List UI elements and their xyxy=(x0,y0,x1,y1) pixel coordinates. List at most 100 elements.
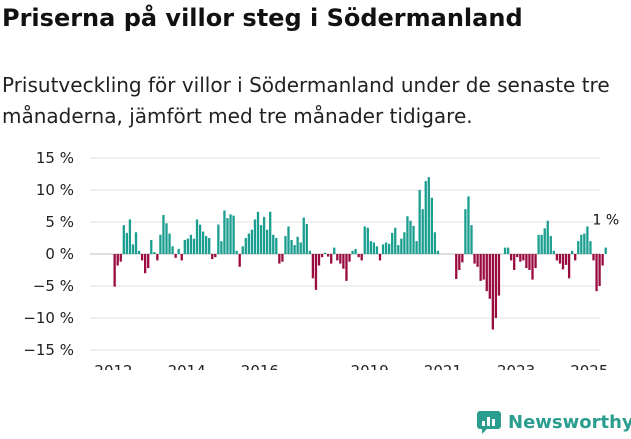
bar xyxy=(503,247,507,254)
bar xyxy=(189,234,193,254)
bar xyxy=(317,254,321,266)
bar xyxy=(241,246,244,254)
bar xyxy=(513,254,516,270)
bar xyxy=(333,247,336,254)
bar xyxy=(436,250,440,254)
bar xyxy=(256,211,260,254)
bar xyxy=(192,238,196,254)
bar xyxy=(174,254,177,258)
bar xyxy=(281,254,284,262)
bar xyxy=(278,254,281,264)
bar xyxy=(479,254,482,281)
bar xyxy=(494,254,498,318)
y-tick-label: 5 % xyxy=(45,213,74,231)
bar xyxy=(391,232,394,254)
x-tick-label: 2012 xyxy=(94,362,132,370)
newsworthy-logo: Newsworthy xyxy=(476,407,631,437)
bar xyxy=(195,219,199,254)
y-tick-label: 0 % xyxy=(45,245,74,263)
bar xyxy=(561,254,565,270)
bar xyxy=(567,254,571,279)
x-tick-label: 2016 xyxy=(241,362,279,370)
bar xyxy=(345,254,348,281)
bar xyxy=(488,254,491,299)
bar xyxy=(415,241,418,254)
bar xyxy=(168,233,171,254)
bar xyxy=(165,223,168,254)
bar xyxy=(348,254,351,262)
bar xyxy=(482,254,485,280)
bar xyxy=(223,210,226,254)
bar xyxy=(378,254,382,261)
bar xyxy=(381,244,385,254)
bar xyxy=(220,241,223,254)
bar xyxy=(177,248,180,254)
bar xyxy=(250,229,254,254)
bar xyxy=(156,254,159,261)
bar xyxy=(137,250,141,254)
bar xyxy=(229,214,232,254)
bar xyxy=(320,254,324,258)
y-tick-label: −15 % xyxy=(23,341,74,359)
bar xyxy=(598,254,601,286)
bar xyxy=(302,217,305,254)
bar xyxy=(226,218,229,254)
bar xyxy=(357,254,360,258)
bar xyxy=(128,219,132,254)
bar xyxy=(476,254,479,267)
bar xyxy=(543,228,546,254)
bar xyxy=(287,226,290,254)
bar xyxy=(269,211,272,254)
bar xyxy=(388,243,391,254)
bar xyxy=(430,197,433,254)
bar xyxy=(144,254,147,274)
bar xyxy=(351,250,354,254)
bar xyxy=(375,246,379,254)
bar xyxy=(491,254,494,330)
bar xyxy=(369,241,372,254)
bar xyxy=(470,225,473,254)
bar xyxy=(290,239,293,254)
bar xyxy=(467,196,470,254)
bar xyxy=(272,234,275,254)
bar xyxy=(296,236,299,254)
bar xyxy=(314,254,318,290)
bar xyxy=(186,238,189,254)
bar xyxy=(217,224,220,254)
bar xyxy=(247,233,250,254)
bar xyxy=(205,236,208,254)
bar xyxy=(153,252,156,254)
bar xyxy=(604,247,607,254)
bar xyxy=(412,225,415,254)
bar xyxy=(253,219,257,254)
bar xyxy=(461,254,464,263)
bar xyxy=(409,220,412,254)
x-tick-label: 2025 xyxy=(570,362,608,370)
x-tick-label: 2023 xyxy=(497,362,535,370)
bar xyxy=(424,181,427,254)
bar xyxy=(372,242,376,254)
bar xyxy=(564,254,568,265)
bar xyxy=(342,254,345,269)
bar xyxy=(397,245,400,254)
bar xyxy=(275,238,278,254)
bar xyxy=(549,236,552,254)
bar xyxy=(595,254,598,292)
bar xyxy=(366,227,369,254)
bar xyxy=(555,254,559,261)
bar xyxy=(122,225,125,254)
newsworthy-icon xyxy=(477,411,501,434)
bar xyxy=(262,216,266,254)
bar xyxy=(473,254,476,264)
bar xyxy=(589,241,592,254)
bar xyxy=(580,234,583,254)
bar xyxy=(159,234,162,254)
bar xyxy=(323,252,327,254)
bar xyxy=(458,254,461,270)
bar xyxy=(238,254,241,267)
bar xyxy=(403,232,406,254)
bar xyxy=(311,254,315,279)
bar xyxy=(363,226,366,254)
last-value-annotation: 1 % xyxy=(593,213,620,229)
bar xyxy=(125,232,128,254)
